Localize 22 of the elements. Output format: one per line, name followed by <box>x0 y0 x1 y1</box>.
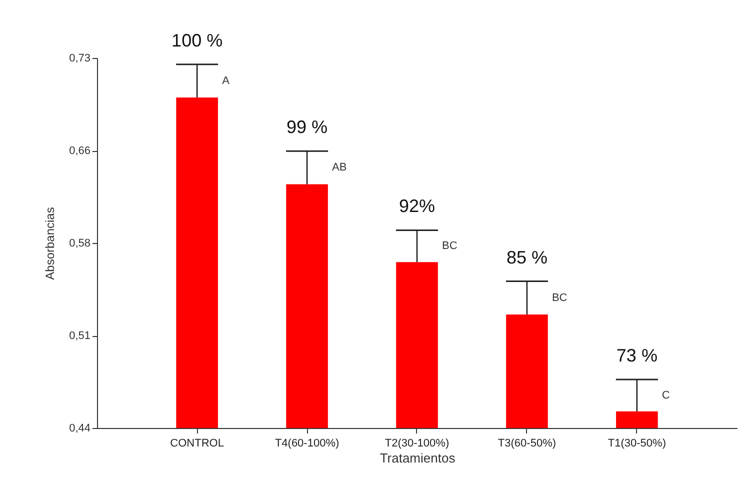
annotation: BC <box>442 240 458 252</box>
annotation: C <box>662 389 670 402</box>
x-tick-label: T2(30-100%) <box>384 438 450 450</box>
y-tick-label: 0,51 <box>69 330 90 342</box>
y-axis-title: Absorbancias <box>43 207 58 280</box>
x-tick-label: T3(60-50%) <box>498 438 556 450</box>
annotation: 85 % <box>506 247 548 268</box>
y-tick-label: 0,44 <box>69 422 90 434</box>
annotation: 73 % <box>616 346 658 366</box>
x-tick-label: T1(30-50%) <box>608 438 666 450</box>
y-tick-label: 0,66 <box>69 145 90 157</box>
x-tick-label: T4(60-100%) <box>274 438 340 450</box>
annotation: A <box>222 74 230 87</box>
annotation: AB <box>332 162 347 174</box>
annotation: 92% <box>398 196 436 216</box>
y-tick-label: 0,58 <box>69 238 90 250</box>
x-tick-label: CONTROL <box>170 438 224 450</box>
annotation: BC <box>552 292 568 304</box>
annotation: 99 % <box>286 117 328 138</box>
y-tick-label: 0,73 <box>69 52 90 64</box>
x-axis-title: Tratamientos <box>380 450 456 466</box>
annotation: 100 % <box>172 30 223 50</box>
